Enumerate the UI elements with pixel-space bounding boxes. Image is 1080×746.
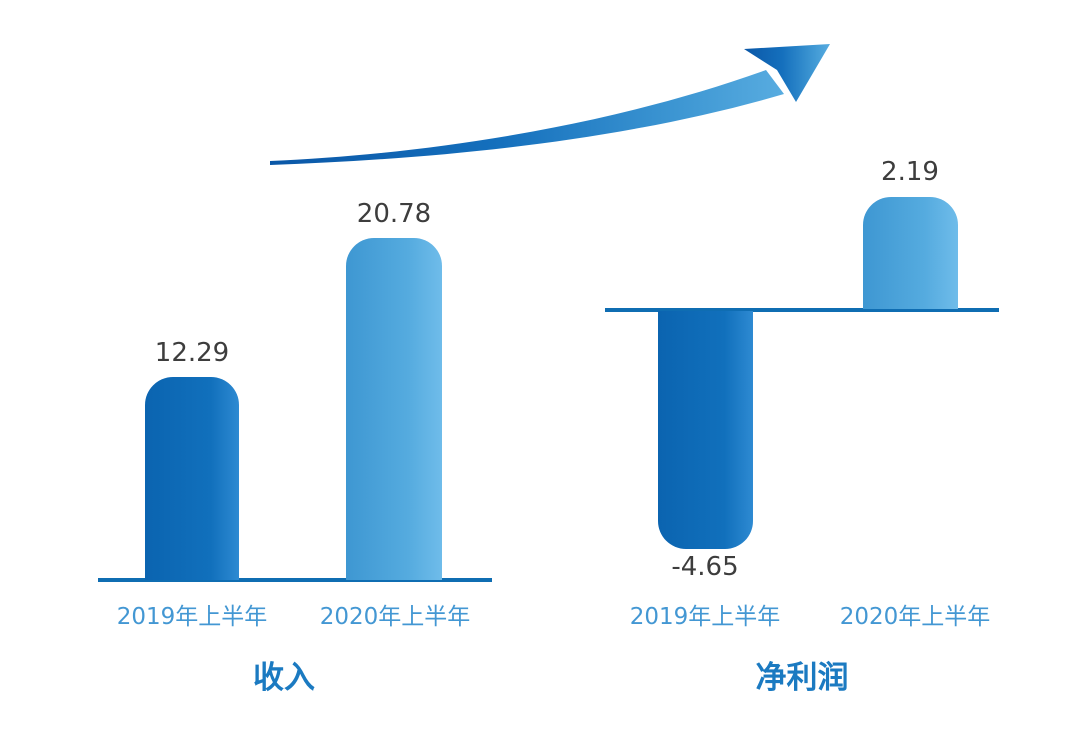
growth-trend-arrow-icon [270,44,830,165]
netprofit-value-2020: 2.19 [881,157,939,187]
netprofit-category-2020: 2020年上半年 [839,604,991,630]
netprofit-category-2019: 2019年上半年 [629,604,781,630]
netprofit-bar-2019 [658,311,753,549]
revenue-value-2019: 12.29 [154,338,230,368]
revenue-bar-2019 [145,377,239,580]
revenue-value-2020: 20.78 [356,199,432,229]
revenue-axis-line [98,578,492,582]
netprofit-panel-title: 净利润 [755,660,849,696]
revenue-category-2019: 2019年上半年 [116,604,268,630]
revenue-bar-2020 [346,238,442,580]
netprofit-bar-2020 [863,197,958,309]
netprofit-value-2019: -4.65 [671,552,739,582]
revenue-category-2020: 2020年上半年 [319,604,471,630]
revenue-panel-title: 收入 [253,660,315,696]
netprofit-axis-line [605,308,999,312]
